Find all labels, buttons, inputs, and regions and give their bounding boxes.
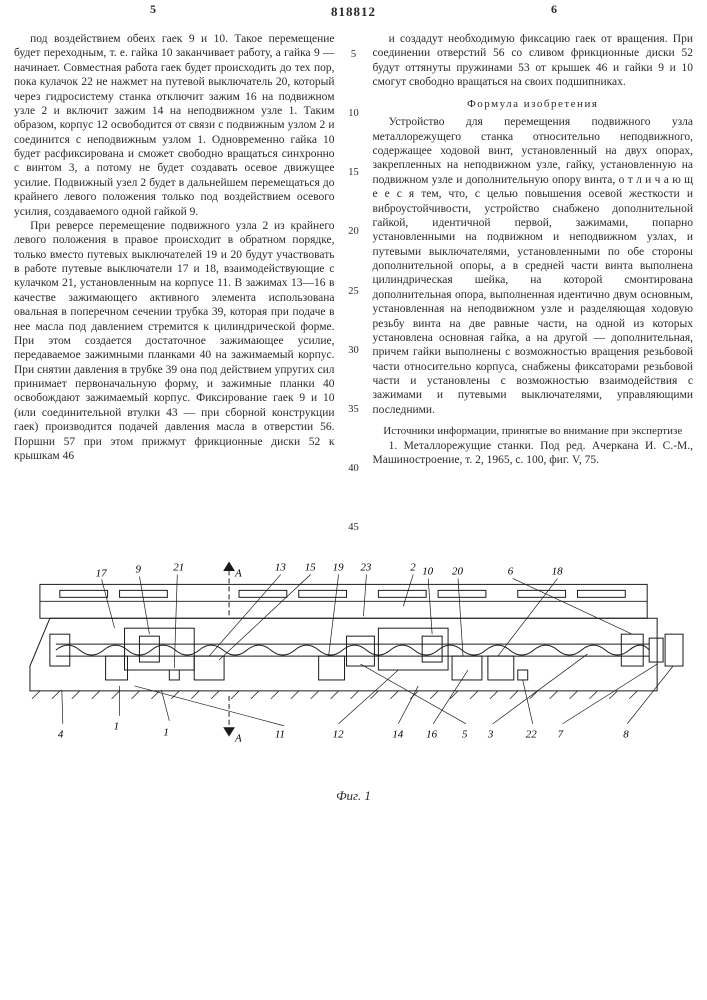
right-para-3: 1. Металлорежущие станки. Под ред. Ачерк… bbox=[373, 439, 694, 468]
line-number: 40 bbox=[345, 462, 363, 475]
callout: 11 bbox=[275, 729, 285, 741]
left-para-1: под воздействием обеих гаек 9 и 10. Тако… bbox=[14, 32, 335, 219]
callout: 10 bbox=[422, 566, 433, 578]
line-number: 5 bbox=[345, 48, 363, 61]
line-number: 20 bbox=[345, 225, 363, 238]
callout: 21 bbox=[173, 562, 184, 574]
left-column: под воздействием обеих гаек 9 и 10. Тако… bbox=[14, 32, 335, 534]
formula-title: Формула изобретения bbox=[373, 98, 694, 112]
right-para-2: Устройство для перемещения подвижного уз… bbox=[373, 115, 694, 417]
line-number: 25 bbox=[345, 285, 363, 298]
section-mark-bottom: A bbox=[234, 733, 242, 745]
callout: 4 bbox=[58, 729, 64, 741]
callout: 2 bbox=[410, 562, 416, 574]
callout: 5 bbox=[462, 729, 468, 741]
callout: 6 bbox=[508, 566, 514, 578]
right-para-1: и создадут необходимую фиксацию гаек от … bbox=[373, 32, 694, 90]
figure-drawing: A A 17 9 21 13 15 19 23 2 11 10 20 6 18 … bbox=[20, 556, 687, 786]
callout: 15 bbox=[305, 562, 316, 574]
callout: 19 bbox=[333, 562, 344, 574]
callout: 13 bbox=[275, 562, 286, 574]
callout: 22 bbox=[526, 729, 537, 741]
callout: 7 bbox=[558, 729, 564, 741]
right-column: и создадут необходимую фиксацию гаек от … bbox=[373, 32, 694, 534]
figure-caption: Фиг. 1 bbox=[20, 788, 687, 804]
column-number-right: 6 bbox=[551, 2, 557, 17]
page-header: 5 818812 6 bbox=[0, 0, 707, 28]
line-number: 30 bbox=[345, 344, 363, 357]
callout: 16 bbox=[426, 729, 437, 741]
column-number-left: 5 bbox=[150, 2, 156, 17]
callout: 3 bbox=[487, 729, 494, 741]
document-number: 818812 bbox=[0, 0, 707, 20]
callout: 20 bbox=[452, 566, 463, 578]
callout: 18 bbox=[552, 566, 563, 578]
callout: 8 bbox=[623, 729, 629, 741]
line-number: 15 bbox=[345, 166, 363, 179]
callout: 17 bbox=[96, 568, 107, 580]
left-para-2: При реверсе перемещение подвижного узла … bbox=[14, 219, 335, 463]
callout: 1 bbox=[163, 727, 168, 739]
callout: 1 bbox=[114, 721, 119, 733]
sources-title: Источники информации, принятые во вниман… bbox=[373, 425, 694, 439]
callout: 9 bbox=[135, 564, 141, 576]
callout: 12 bbox=[333, 729, 344, 741]
section-mark-top: A bbox=[234, 568, 242, 580]
text-columns: под воздействием обеих гаек 9 и 10. Тако… bbox=[0, 32, 707, 546]
line-number-gutter: 5 10 15 20 25 30 35 40 45 bbox=[345, 32, 363, 534]
line-number: 45 bbox=[345, 521, 363, 534]
callout: 23 bbox=[360, 562, 371, 574]
line-number: 35 bbox=[345, 403, 363, 416]
callout: 14 bbox=[392, 729, 403, 741]
line-number: 10 bbox=[345, 107, 363, 120]
figure-1: A A 17 9 21 13 15 19 23 2 11 10 20 6 18 … bbox=[0, 546, 707, 808]
